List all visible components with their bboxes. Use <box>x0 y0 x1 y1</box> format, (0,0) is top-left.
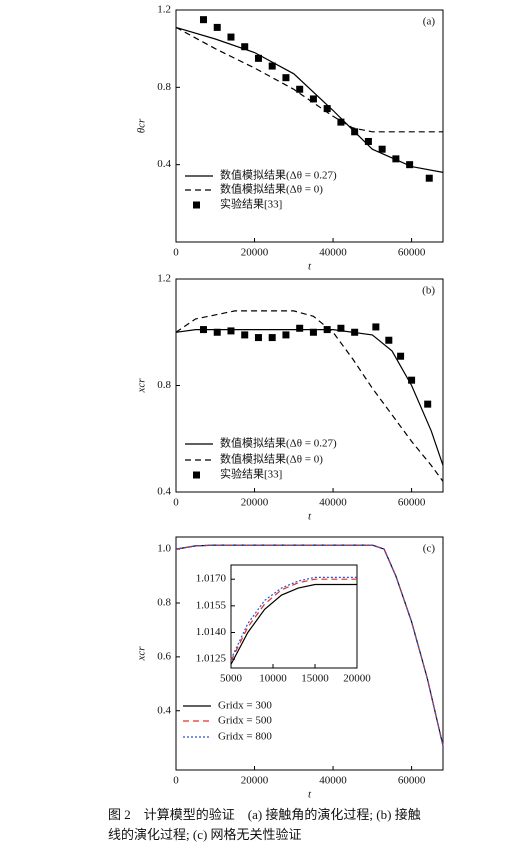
marker <box>254 334 262 342</box>
caption-line: 图 2 计算模型的验证 (a) 接触角的演化过程; (b) 接触 <box>108 807 421 822</box>
marker <box>406 161 414 169</box>
y-axis-label: θcr <box>136 118 148 133</box>
x-tick-label: 20000 <box>241 247 269 259</box>
y-tick-label: 1.0 <box>157 543 171 555</box>
marker <box>337 324 345 332</box>
x-tick-label: 60000 <box>398 247 426 259</box>
marker <box>282 74 290 82</box>
legend-label: 实验结果[33] <box>220 467 282 481</box>
marker <box>392 155 400 163</box>
x-tick-label: 60000 <box>398 775 426 787</box>
panel-label: (a) <box>423 16 436 28</box>
marker <box>309 95 317 103</box>
x-tick-label: 60000 <box>398 497 426 509</box>
legend-marker <box>193 471 200 479</box>
y-axis-label: xcr <box>136 378 148 394</box>
marker <box>296 85 304 93</box>
marker <box>337 118 345 126</box>
marker <box>282 331 290 339</box>
x-axis-label: t <box>308 511 312 523</box>
line <box>175 26 443 133</box>
marker <box>213 328 221 336</box>
marker <box>323 105 331 113</box>
y-tick-label: 0.4 <box>157 158 171 170</box>
marker <box>241 331 249 339</box>
legend-label: Gridx = 300 <box>218 700 272 712</box>
y-tick-label: 1.0140 <box>196 626 227 638</box>
marker <box>213 23 221 31</box>
line <box>230 583 357 665</box>
marker <box>227 33 235 41</box>
plot-frame <box>175 278 444 493</box>
line <box>175 544 444 746</box>
marker <box>397 352 405 360</box>
marker <box>323 326 331 334</box>
marker <box>408 376 416 384</box>
x-tick-label: 10000 <box>259 673 287 685</box>
x-tick-label: 15000 <box>301 673 329 685</box>
legend-label: 实验结果[33] <box>220 197 282 211</box>
line <box>175 310 444 482</box>
y-tick-label: 1.2 <box>157 273 171 285</box>
marker <box>424 400 432 408</box>
y-tick-label: 0.4 <box>157 704 171 716</box>
x-tick-label: 20000 <box>241 775 269 787</box>
y-tick-label: 1.0125 <box>196 653 227 665</box>
marker <box>268 62 276 70</box>
marker <box>268 334 276 342</box>
legend-label: 数值模拟结果(Δθ = 0) <box>220 452 323 466</box>
legend-label: 数值模拟结果(Δθ = 0.27) <box>220 436 337 450</box>
y-tick-label: 0.6 <box>157 650 171 662</box>
y-axis-label: xcr <box>136 646 148 662</box>
inset-frame <box>230 564 358 669</box>
y-tick-label: 0.4 <box>157 486 171 498</box>
marker <box>425 174 433 182</box>
legend-label: Gridx = 500 <box>218 715 272 727</box>
x-tick-label: 0 <box>173 497 179 509</box>
marker <box>372 323 380 331</box>
x-tick-label: 20000 <box>241 497 269 509</box>
y-tick-label: 0.8 <box>157 597 171 609</box>
marker <box>351 328 359 336</box>
x-tick-label: 0 <box>173 247 179 259</box>
x-tick-label: 5000 <box>220 673 243 685</box>
x-tick-label: 0 <box>173 775 179 787</box>
marker <box>241 43 249 51</box>
marker <box>254 54 262 62</box>
x-axis-label: t <box>308 789 312 801</box>
marker <box>378 145 386 153</box>
x-tick-label: 40000 <box>319 247 347 259</box>
x-tick-label: 20000 <box>343 673 371 685</box>
y-tick-label: 0.8 <box>157 81 171 93</box>
marker <box>296 324 304 332</box>
marker <box>199 326 207 334</box>
line <box>230 576 357 660</box>
y-tick-label: 1.0155 <box>196 599 227 611</box>
x-axis-label: t <box>308 261 312 273</box>
y-tick-label: 1.0170 <box>196 573 227 585</box>
marker <box>309 328 317 336</box>
marker <box>385 336 393 344</box>
legend-label: 数值模拟结果(Δθ = 0) <box>220 182 323 196</box>
marker <box>364 137 372 145</box>
marker <box>199 16 207 24</box>
legend-label: 数值模拟结果(Δθ = 0.27) <box>220 168 337 182</box>
panel-label: (b) <box>422 285 435 297</box>
plot-frame <box>175 9 444 243</box>
y-tick-label: 0.8 <box>157 379 171 391</box>
y-tick-label: 1.2 <box>157 4 171 16</box>
panel-label: (c) <box>423 543 436 555</box>
line <box>230 578 357 662</box>
caption-line: 线的演化过程; (c) 网格无关性验证 <box>108 827 302 842</box>
marker <box>227 327 235 335</box>
x-tick-label: 40000 <box>319 497 347 509</box>
x-tick-label: 40000 <box>319 775 347 787</box>
legend-marker <box>193 201 200 209</box>
marker <box>351 128 359 136</box>
legend-label: Gridx = 800 <box>218 731 272 743</box>
